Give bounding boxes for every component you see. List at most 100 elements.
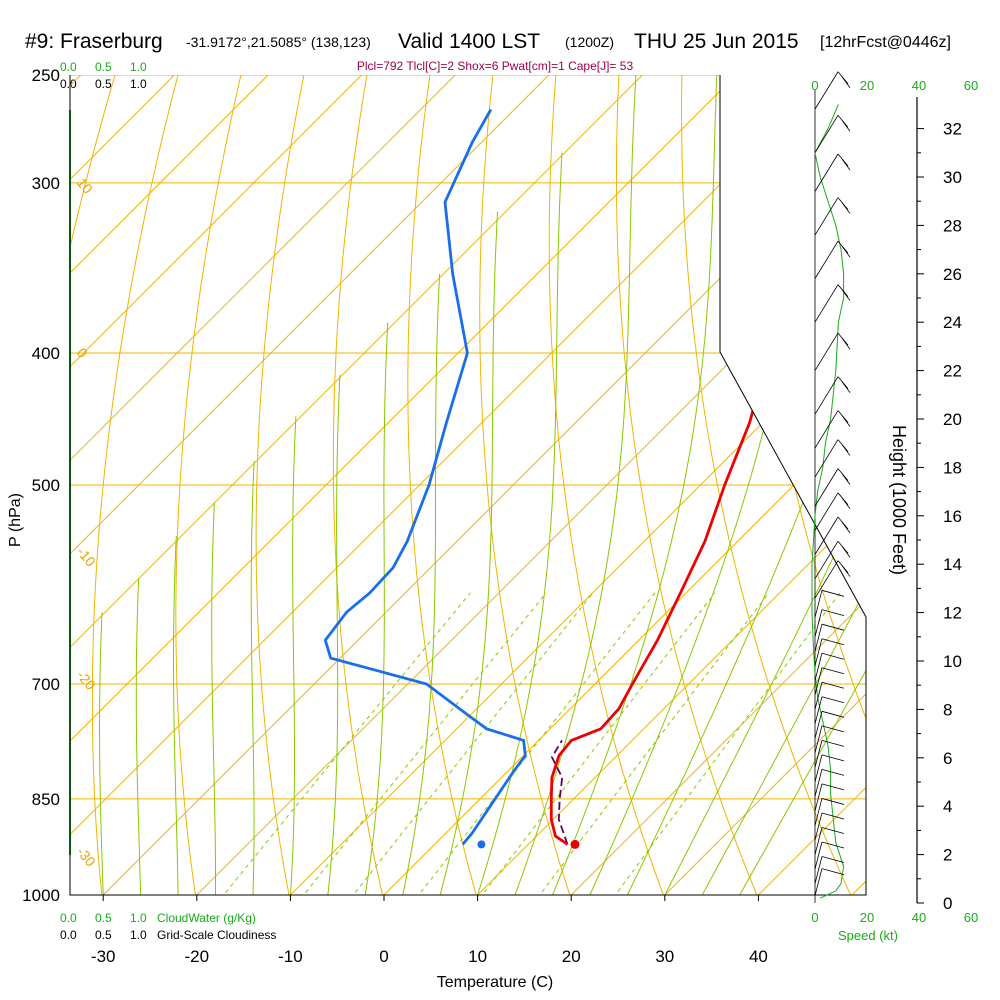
cloudwater-bottom-tick-0: 0.0 xyxy=(60,911,77,925)
wind-barb-flag xyxy=(841,497,851,510)
pressure-tick-700: 700 xyxy=(32,675,60,694)
temperature-tick-0: 0 xyxy=(379,947,388,966)
dry-adiabat xyxy=(91,75,185,895)
height-tick-18: 18 xyxy=(943,458,962,477)
dry-adiabat xyxy=(994,51,1000,924)
mixing-ratio-label-20: 20 xyxy=(601,897,621,917)
cloudiness-bottom-tick-2: 1.0 xyxy=(130,928,147,942)
temperature-tick--10: -10 xyxy=(278,947,303,966)
wind-barb xyxy=(814,798,823,826)
wind-barb xyxy=(814,332,839,371)
wind-barb-flag xyxy=(821,754,845,762)
valid-date: THU 25 Jun 2015 xyxy=(634,30,799,53)
wind-barb xyxy=(814,284,839,323)
wind-barb-flag xyxy=(841,202,851,214)
isotherm-label-10: 10 xyxy=(985,356,1000,384)
height-tick-26: 26 xyxy=(943,265,962,284)
temperature-tick-10: 10 xyxy=(468,947,487,966)
isotherm--90 xyxy=(70,75,387,895)
height-tick-0: 0 xyxy=(943,894,952,913)
cloudwater-top-tick-0: 0.0 xyxy=(60,60,77,74)
height-tick-24: 24 xyxy=(943,313,962,332)
wind-barb-flag xyxy=(821,868,845,875)
wind-speed-bottom-tick-0: 0 xyxy=(811,910,818,925)
height-tick-8: 8 xyxy=(943,700,952,719)
isotherm--70 xyxy=(70,75,574,895)
isotherm-0 xyxy=(354,75,866,895)
cloudiness-bottom-legend: 0.0 0.5 1.0 Grid-Scale Cloudiness xyxy=(60,928,276,942)
wind-speed-label: Speed (kt) xyxy=(838,928,898,943)
moist-adiabat xyxy=(686,75,866,895)
height-tick-6: 6 xyxy=(943,749,952,768)
wind-barb-flag xyxy=(841,565,851,577)
height-tick-32: 32 xyxy=(943,120,962,139)
dry-adiabat xyxy=(869,51,1000,924)
moist-adiabat xyxy=(504,75,637,895)
height-tick-16: 16 xyxy=(943,507,962,526)
moist-adiabat xyxy=(540,75,718,895)
mixing-ratio-line-5 xyxy=(396,592,656,895)
cloudwater-top-ticks: 0.0 0.5 1.0 xyxy=(60,60,147,74)
wind-barb xyxy=(814,653,823,681)
mixing-ratio-line-20 xyxy=(593,592,841,895)
moist-adiabat xyxy=(173,535,180,895)
wind-barb-flag xyxy=(821,812,845,820)
zulu-time: (1200Z) xyxy=(565,34,614,50)
mixing-ratio-line-2 xyxy=(280,592,547,895)
mixing-ratio-lines: 1 2 3 5 8 12 20 xyxy=(199,592,841,917)
wind-barb xyxy=(814,769,823,797)
moist-adiabat xyxy=(723,75,866,895)
isotherm--50 xyxy=(70,75,761,895)
sounding-profiles xyxy=(323,108,818,849)
mixing-ratio-line-1 xyxy=(199,592,471,895)
wind-barb-flag xyxy=(821,589,845,597)
stability-params: Plcl=792 Tlcl[C]=2 Shox=6 Pwat[cm]=1 Cap… xyxy=(357,59,634,73)
height-tick-20: 20 xyxy=(943,410,962,429)
mixing-ratio-label-12: 12 xyxy=(525,897,545,917)
moist-adiabat xyxy=(287,416,297,895)
y-axis-label: P (hPa) xyxy=(7,493,24,547)
cloudiness-top-ticks: 0.0 0.5 1.0 xyxy=(60,77,147,91)
wind-barb-flag xyxy=(821,856,845,863)
isotherm-50 xyxy=(822,75,866,895)
isotherm-20 xyxy=(541,75,866,895)
cloudiness-bottom-tick-1: 0.5 xyxy=(95,928,112,942)
wind-barb-flag xyxy=(821,739,845,747)
wind-barb-flag xyxy=(821,841,845,849)
wind-barb xyxy=(814,376,839,415)
wind-panel: 0 20 40 60 xyxy=(811,71,978,903)
height-tick-14: 14 xyxy=(943,555,962,574)
wind-speed-bottom-tick-20: 20 xyxy=(860,910,874,925)
moist-adiabat xyxy=(135,577,143,895)
dry-adiabat xyxy=(932,51,1000,924)
wind-barb xyxy=(814,856,823,884)
wind-barb-flag xyxy=(841,415,851,427)
isotherm--20 xyxy=(167,75,866,895)
moist-adiabat xyxy=(576,75,812,895)
isotherm--40 xyxy=(70,75,855,895)
cloudwater-bottom-tick-1: 0.5 xyxy=(95,911,112,925)
x-axis-label: Temperature (C) xyxy=(437,974,553,991)
wind-barb-flag xyxy=(821,609,845,617)
pressure-tick-400: 400 xyxy=(32,344,60,363)
cloudwater-top-tick-1: 0.5 xyxy=(95,60,112,74)
isotherm-10 xyxy=(448,75,866,895)
wind-barb-flag xyxy=(821,696,845,704)
dry-adiabat xyxy=(70,75,123,895)
pressure-ticks: 250 300 400 500 700 850 1000 xyxy=(22,66,60,905)
mixing-ratio-line-12 xyxy=(517,592,770,895)
wind-barb xyxy=(814,492,839,531)
cloudiness-bottom-tick-0: 0.0 xyxy=(60,928,77,942)
isotherm--30 xyxy=(73,75,866,895)
temperature-tick--20: -20 xyxy=(185,947,210,966)
wind-barb-flag xyxy=(821,725,845,733)
dry-adiabat-labels: 100-10-20-30 xyxy=(74,174,99,869)
wind-barb-flag xyxy=(821,769,845,776)
wind-barb xyxy=(814,609,823,637)
moist-adiabat xyxy=(360,322,389,895)
wind-barb xyxy=(814,560,839,599)
wind-barb-flag xyxy=(821,710,845,718)
wind-barb-flag xyxy=(821,681,845,689)
